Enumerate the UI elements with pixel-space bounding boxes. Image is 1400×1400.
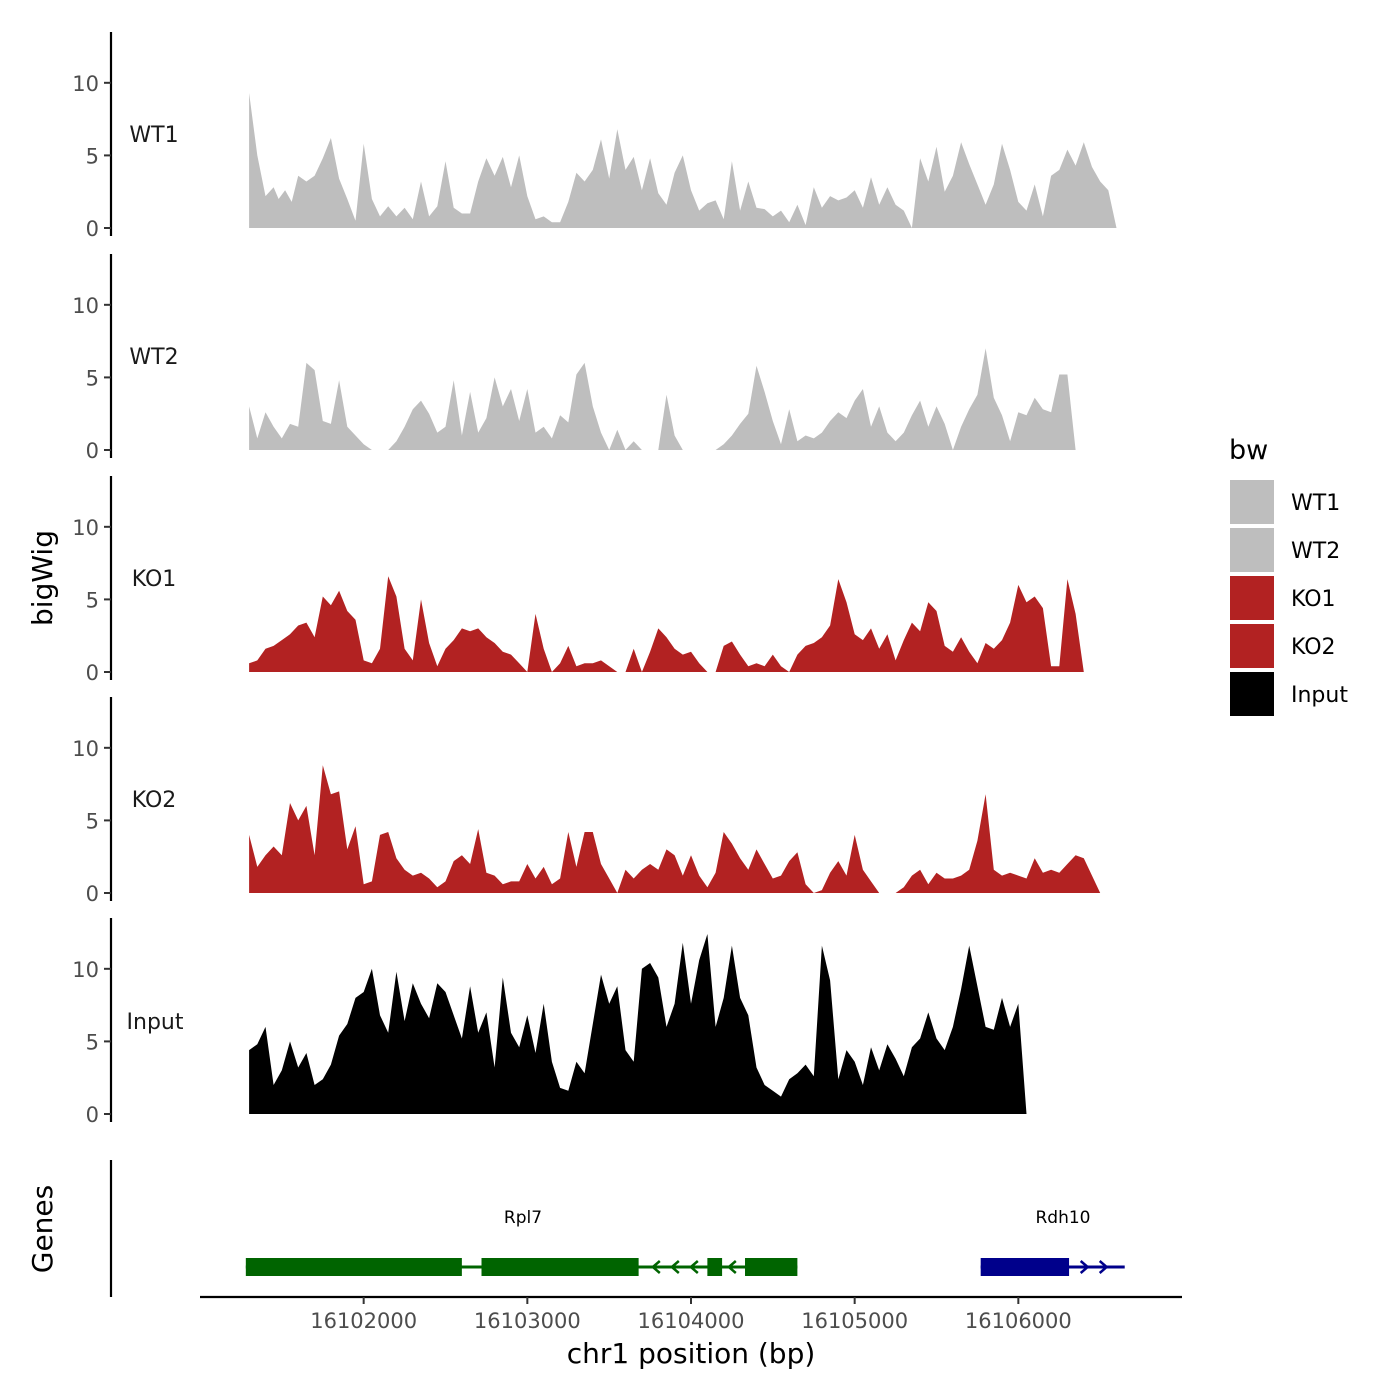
genes-axis-title: Genes: [26, 1185, 59, 1273]
legend-label-ko1: KO1: [1291, 587, 1336, 612]
y-tick-label: 10: [72, 294, 99, 318]
strand-arrow-icon: [688, 1260, 699, 1274]
y-tick-label: 0: [86, 439, 99, 463]
x-axis-title: chr1 position (bp): [567, 1337, 816, 1370]
strand-arrow-icon: [1098, 1260, 1109, 1274]
legend-swatch-ko2: [1230, 624, 1274, 668]
y-tick-label: 0: [86, 661, 99, 685]
area-input: [249, 934, 1122, 1114]
exon-rpl7-2: [481, 1258, 639, 1276]
track-label-ko1: KO1: [132, 567, 177, 592]
y-tick-label: 0: [86, 217, 99, 241]
y-tick-label: 10: [72, 72, 99, 96]
legend-swatch-wt2: [1230, 528, 1274, 572]
x-tick-label: 16104000: [638, 1309, 745, 1333]
y-tick-label: 5: [86, 144, 99, 168]
gene-label-rpl7: Rpl7: [504, 1208, 542, 1228]
y-tick-label: 0: [86, 1103, 99, 1127]
legend-label-ko2: KO2: [1291, 635, 1336, 660]
legend-label-input: Input: [1291, 683, 1348, 708]
exon-rpl7-1: [245, 1258, 462, 1276]
area-wt2: [249, 348, 1122, 450]
y-tick-label: 10: [72, 958, 99, 982]
y-tick-label: 5: [86, 1030, 99, 1054]
legend-label-wt1: WT1: [1291, 491, 1340, 516]
track-label-input: Input: [127, 1010, 184, 1035]
exon-rpl7-4: [745, 1258, 798, 1276]
x-tick-label: 16102000: [310, 1309, 417, 1333]
y-tick-label: 10: [72, 737, 99, 761]
x-tick-label: 16103000: [474, 1309, 581, 1333]
strand-arrow-icon: [1079, 1260, 1090, 1274]
track-label-wt1: WT1: [129, 123, 178, 148]
legend-label-wt2: WT2: [1291, 539, 1340, 564]
area-wt1: [249, 93, 1120, 228]
y-tick-label: 10: [72, 516, 99, 540]
strand-arrow-icon: [650, 1260, 661, 1274]
gene-label-rdh10: Rdh10: [1035, 1208, 1090, 1228]
y-axis-title: bigWig: [26, 530, 59, 626]
y-tick-label: 5: [86, 809, 99, 833]
exon-rpl7-3: [707, 1258, 723, 1276]
legend-swatch-input: [1230, 672, 1274, 716]
y-tick-label: 5: [86, 588, 99, 612]
y-tick-label: 0: [86, 882, 99, 906]
strand-arrow-icon: [726, 1260, 737, 1274]
track-label-wt2: WT2: [129, 345, 178, 370]
legend-swatch-ko1: [1230, 576, 1274, 620]
x-tick-label: 16105000: [801, 1309, 908, 1333]
area-ko2: [249, 765, 1124, 893]
track-label-ko2: KO2: [132, 788, 177, 813]
legend-title: bw: [1229, 435, 1268, 466]
x-tick-label: 16106000: [965, 1309, 1072, 1333]
legend-swatch-wt1: [1230, 480, 1274, 524]
exon-rdh10-1: [980, 1258, 1070, 1276]
strand-arrow-icon: [669, 1260, 680, 1274]
y-tick-label: 5: [86, 366, 99, 390]
area-ko1: [249, 576, 1124, 672]
